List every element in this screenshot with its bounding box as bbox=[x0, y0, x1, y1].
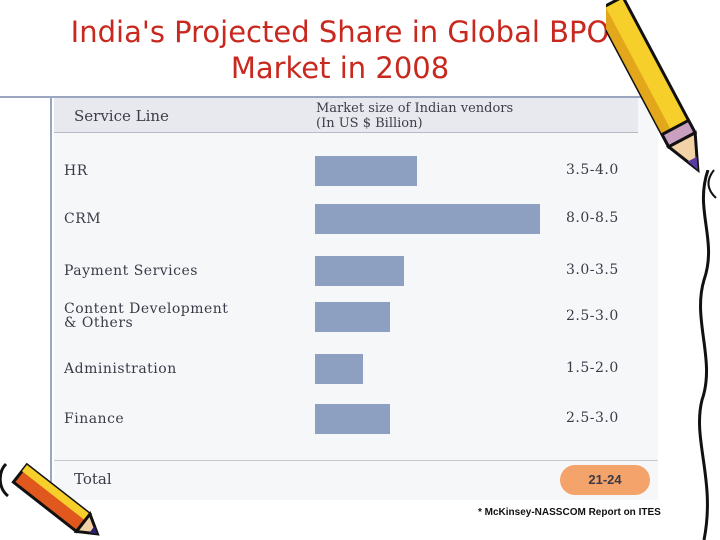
category-label: Content Development & Others bbox=[64, 302, 304, 330]
service-line-header: Service Line bbox=[74, 107, 169, 125]
value-label: 3.5-4.0 bbox=[566, 162, 619, 178]
category-label: Finance bbox=[64, 412, 304, 426]
value-label: 8.0-8.5 bbox=[566, 210, 619, 226]
category-label-line: HR bbox=[64, 163, 88, 179]
source-note: * McKinsey-NASSCOM Report on ITES bbox=[478, 507, 661, 518]
table-header: Service Line Market size of Indian vendo… bbox=[54, 98, 638, 133]
category-label: Administration bbox=[64, 362, 304, 376]
category-label-line: & Others bbox=[64, 315, 134, 331]
category-label-line: Finance bbox=[64, 411, 125, 427]
bar bbox=[315, 156, 417, 186]
value-label: 2.5-3.0 bbox=[566, 410, 619, 426]
category-label-line: Payment Services bbox=[64, 263, 198, 279]
category-label-line: Content Development bbox=[64, 301, 229, 317]
category-label: HR bbox=[64, 164, 304, 178]
total-value-badge: 21-24 bbox=[560, 465, 650, 495]
category-label: Payment Services bbox=[64, 264, 304, 278]
category-label-line: CRM bbox=[64, 211, 102, 227]
value-label: 1.5-2.0 bbox=[566, 360, 619, 376]
total-label: Total bbox=[74, 470, 112, 488]
bar bbox=[315, 404, 390, 434]
bar bbox=[315, 256, 404, 286]
market-size-unit-header: (In US $ Billion) bbox=[316, 116, 423, 131]
slide-title: India's Projected Share in Global BPO Ma… bbox=[70, 15, 610, 85]
title-divider bbox=[0, 96, 660, 98]
market-size-header: Market size of Indian vendors bbox=[316, 101, 514, 116]
value-label: 3.0-3.5 bbox=[566, 262, 619, 278]
left-divider bbox=[50, 96, 52, 496]
bar bbox=[315, 302, 390, 332]
bar bbox=[315, 204, 540, 234]
value-label: 2.5-3.0 bbox=[566, 308, 619, 324]
market-size-chart: Service Line Market size of Indian vendo… bbox=[54, 98, 658, 500]
bar bbox=[315, 354, 363, 384]
squiggle-decoration-icon bbox=[698, 170, 711, 540]
category-label: CRM bbox=[64, 212, 304, 226]
pencil-tip-icon bbox=[0, 462, 100, 536]
pencil-icon bbox=[606, 0, 717, 199]
category-label-line: Administration bbox=[64, 361, 177, 377]
total-divider bbox=[54, 460, 658, 461]
